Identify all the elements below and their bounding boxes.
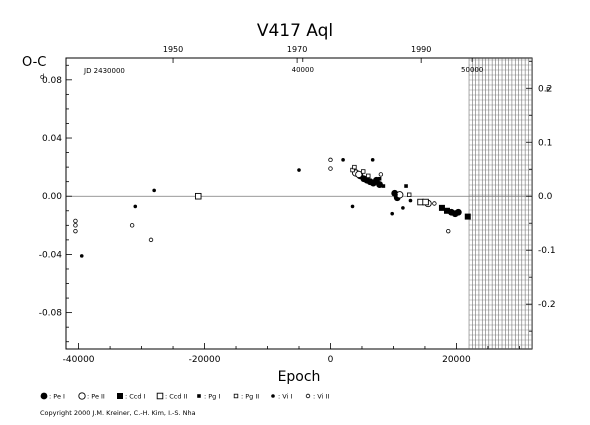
legend-label: : Pg II <box>241 393 259 401</box>
right-tick-label: 0.0 <box>538 192 553 202</box>
point-ccd-ii <box>422 198 429 206</box>
axis-tick-labels: -40000 -20000 0 20000 -0.08 -0.04 0.00 0.04 0.08… <box>39 45 556 365</box>
legend: : Pe I : Pe II : Ccd I : Ccd II : Pg I : Pg I… <box>40 392 329 401</box>
right-tick-label: -0.1 <box>538 246 556 256</box>
point-vi-i <box>350 204 355 209</box>
point-pg-ii <box>366 173 371 179</box>
point-pg-ii <box>407 192 412 197</box>
right-tick-label: 0.2 <box>538 84 552 94</box>
point-pg-ii <box>233 393 239 399</box>
point-vi-ii <box>148 237 154 243</box>
y-axis-label: O-C <box>22 55 46 70</box>
x-tick-label: -40000 <box>63 355 95 365</box>
legend-label: : Vi II <box>313 393 329 401</box>
legend-label: : Ccd I <box>125 393 146 401</box>
right-tick-label: 0.1 <box>538 138 552 148</box>
legend-label: : Ccd II <box>165 393 187 401</box>
x-tick-label: 20000 <box>442 355 471 365</box>
legend-label: : Pg I <box>204 393 220 401</box>
point-ccd-i <box>464 213 471 220</box>
year-tick-label: 1950 <box>163 45 183 54</box>
y-tick-label: -0.04 <box>39 250 63 260</box>
point-vi-i <box>271 394 275 398</box>
point-ccd-i <box>117 393 123 399</box>
point-vi-i <box>133 204 138 209</box>
hatched-region <box>468 58 532 349</box>
jd-axis-prefix: JD 2430000 <box>83 67 125 75</box>
point-vi-i <box>390 211 395 216</box>
point-pe-ii <box>355 170 363 179</box>
point-ccd-ii <box>194 192 202 200</box>
point-pg-ii <box>361 169 366 174</box>
chart-title: V417 Aql <box>257 21 333 41</box>
point-pg-i <box>197 394 201 398</box>
point-pg-i <box>381 184 386 188</box>
point-vi-i <box>341 158 345 162</box>
point-vi-ii <box>328 166 333 171</box>
point-vi-i <box>408 198 413 203</box>
point-pe-i <box>376 181 384 188</box>
y-tick-label: 0.08 <box>42 76 62 86</box>
point-pg-ii <box>352 164 357 170</box>
legend-label: : Vi I <box>278 393 292 401</box>
right-tick-label: -0.2 <box>538 300 556 310</box>
point-pe-i <box>40 392 48 400</box>
point-vi-ii <box>446 228 451 234</box>
point-ccd-i <box>443 207 450 214</box>
x-tick-label: -20000 <box>189 355 221 365</box>
year-tick-label: 1970 <box>287 45 307 54</box>
plot-frame <box>65 57 533 350</box>
data-points <box>73 157 471 258</box>
right-axis-unit: P <box>546 86 550 94</box>
point-vi-ii <box>328 157 333 163</box>
y-axis-unit: d <box>40 73 44 81</box>
axis-ticks <box>66 58 532 349</box>
y-tick-label: -0.08 <box>39 309 63 319</box>
legend-label: : Pe II <box>87 393 105 401</box>
x-axis-label: Epoch <box>278 369 321 385</box>
copyright-text: Copyright 2000 J.M. Kreiner, C.-H. Kim, … <box>40 409 196 417</box>
legend-label: : Pe I <box>49 393 65 401</box>
point-vi-i <box>297 168 301 172</box>
point-vi-ii <box>129 223 135 228</box>
point-vi-i <box>394 192 398 197</box>
point-pe-i <box>454 208 462 216</box>
jd-tick-label: 40000 <box>292 66 314 74</box>
point-vi-ii <box>73 228 78 234</box>
point-vi-i <box>401 206 405 210</box>
point-vi-ii <box>73 223 78 228</box>
point-vi-i <box>152 188 156 193</box>
point-pg-i <box>377 176 382 181</box>
point-vi-i <box>370 158 375 162</box>
point-ccd-ii <box>156 392 164 400</box>
point-vi-i <box>79 254 84 258</box>
x-tick-label: 0 <box>328 355 334 365</box>
point-pg-i <box>404 184 408 188</box>
point-pe-ii <box>78 392 86 400</box>
y-tick-label: 0.00 <box>42 192 62 202</box>
point-vi-ii <box>432 201 437 206</box>
point-vi-ii <box>378 172 384 177</box>
year-tick-label: 1990 <box>411 45 431 54</box>
point-ccd-i <box>438 204 445 211</box>
point-vi-ii <box>305 393 311 399</box>
jd-tick-label: 50000 <box>461 66 483 74</box>
y-tick-label: 0.04 <box>42 134 62 144</box>
point-vi-ii <box>73 218 78 224</box>
